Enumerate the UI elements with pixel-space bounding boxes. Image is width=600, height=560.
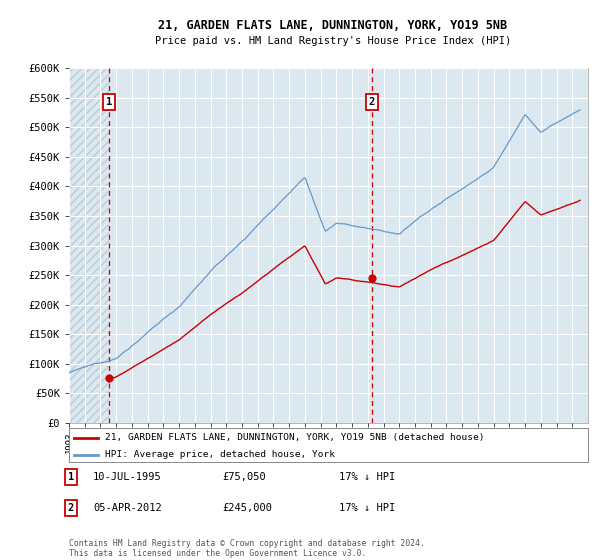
Text: 21, GARDEN FLATS LANE, DUNNINGTON, YORK, YO19 5NB: 21, GARDEN FLATS LANE, DUNNINGTON, YORK,… [158, 18, 508, 32]
Text: 1: 1 [106, 97, 112, 107]
Text: HPI: Average price, detached house, York: HPI: Average price, detached house, York [106, 450, 335, 459]
Point [367, 274, 377, 283]
Text: 1: 1 [68, 472, 74, 482]
Text: £75,050: £75,050 [222, 472, 266, 482]
Point [104, 374, 113, 383]
Text: 05-APR-2012: 05-APR-2012 [93, 503, 162, 513]
Text: Contains HM Land Registry data © Crown copyright and database right 2024.
This d: Contains HM Land Registry data © Crown c… [69, 539, 425, 558]
Text: 10-JUL-1995: 10-JUL-1995 [93, 472, 162, 482]
Text: Price paid vs. HM Land Registry's House Price Index (HPI): Price paid vs. HM Land Registry's House … [155, 36, 511, 46]
Text: 2: 2 [68, 503, 74, 513]
Text: 2: 2 [369, 97, 375, 107]
Text: 17% ↓ HPI: 17% ↓ HPI [339, 472, 395, 482]
Text: 21, GARDEN FLATS LANE, DUNNINGTON, YORK, YO19 5NB (detached house): 21, GARDEN FLATS LANE, DUNNINGTON, YORK,… [106, 433, 485, 442]
Text: 17% ↓ HPI: 17% ↓ HPI [339, 503, 395, 513]
Text: £245,000: £245,000 [222, 503, 272, 513]
